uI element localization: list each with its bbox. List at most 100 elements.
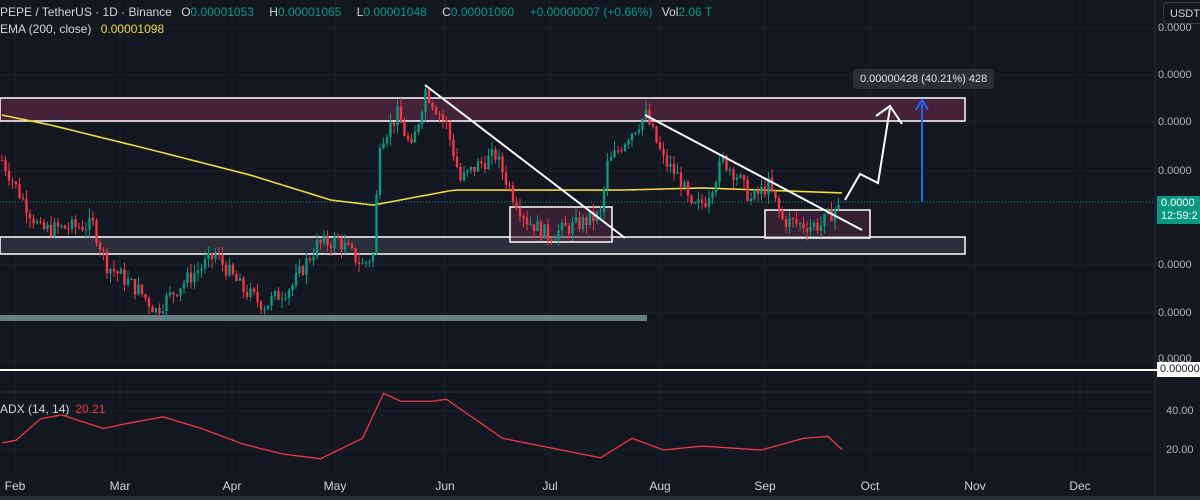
candle-body bbox=[172, 292, 175, 295]
candle-body bbox=[725, 155, 728, 171]
candle-body bbox=[592, 211, 595, 222]
candle-body bbox=[277, 290, 280, 300]
candle-body bbox=[704, 203, 707, 207]
projection-arrowhead-icon bbox=[875, 104, 903, 125]
candle-body bbox=[473, 166, 476, 172]
candle-body bbox=[571, 222, 574, 234]
candle-body bbox=[613, 150, 616, 157]
adx-line bbox=[1, 392, 843, 460]
candle-body bbox=[690, 195, 693, 204]
low-support-bar[interactable] bbox=[0, 315, 647, 321]
candle-body bbox=[4, 160, 7, 172]
candle-body bbox=[126, 279, 130, 285]
candle-body bbox=[193, 273, 196, 283]
candle-body bbox=[518, 208, 522, 216]
candle-body bbox=[245, 291, 249, 298]
candle-body bbox=[109, 268, 112, 274]
candle-body bbox=[28, 213, 32, 219]
bar-countdown: 12:59:2 bbox=[1161, 210, 1198, 222]
candle-body bbox=[354, 247, 357, 263]
candle-body bbox=[781, 210, 784, 219]
candle-body bbox=[651, 124, 655, 127]
candle-body bbox=[42, 222, 46, 229]
candle-body bbox=[403, 122, 406, 136]
candle-body bbox=[336, 236, 340, 239]
ema-200-line bbox=[1, 114, 843, 206]
candle-body bbox=[438, 114, 441, 116]
candle-body bbox=[532, 224, 536, 232]
volume-label: Vol bbox=[661, 5, 679, 19]
candle-body bbox=[368, 261, 371, 263]
candle-body bbox=[823, 213, 826, 226]
candle-body bbox=[700, 199, 704, 204]
candle-body bbox=[634, 132, 637, 134]
candle-body bbox=[462, 172, 466, 181]
candle-body bbox=[665, 155, 669, 167]
candle-body bbox=[161, 311, 165, 314]
candle-body bbox=[728, 169, 732, 171]
candle-body bbox=[46, 224, 49, 229]
candle-body bbox=[291, 285, 294, 291]
candle-body bbox=[732, 169, 735, 180]
ema-label[interactable]: EMA (200, close) bbox=[0, 22, 92, 36]
candle-body bbox=[599, 211, 602, 213]
candle-body bbox=[609, 156, 613, 161]
candle-body bbox=[294, 272, 298, 286]
candle-body bbox=[389, 122, 392, 137]
candle-body bbox=[511, 185, 515, 202]
measure-arrowhead-icon bbox=[915, 98, 929, 111]
candle-body bbox=[399, 106, 403, 123]
price-tick: 0.0000 bbox=[1158, 116, 1192, 128]
candle-body bbox=[116, 271, 119, 274]
time-tick-oct: Oct bbox=[860, 479, 880, 493]
candle-body bbox=[98, 243, 102, 250]
volume-value: 2.06 T bbox=[678, 5, 713, 19]
candle-body bbox=[382, 143, 385, 149]
candle-body bbox=[312, 256, 315, 261]
candle-body bbox=[74, 219, 77, 227]
candle-body bbox=[494, 149, 497, 160]
candle-body bbox=[242, 278, 245, 292]
candle-body bbox=[662, 148, 665, 156]
candle-body bbox=[602, 189, 606, 212]
candle-body bbox=[21, 197, 25, 200]
candle-body bbox=[305, 258, 308, 275]
candle-body bbox=[448, 122, 452, 140]
candle-body bbox=[189, 272, 193, 283]
current-price-label: 0.0000 12:59:2 bbox=[1157, 196, 1200, 224]
candle-body bbox=[721, 155, 725, 162]
candle-body bbox=[501, 156, 504, 173]
candle-body bbox=[508, 184, 511, 186]
candle-body bbox=[301, 266, 305, 275]
candle-body bbox=[550, 239, 553, 241]
candle-body bbox=[63, 225, 67, 229]
candle-body bbox=[7, 171, 11, 181]
adx-label[interactable]: ADX (14, 14) bbox=[0, 402, 70, 416]
resistance-zone[interactable] bbox=[0, 97, 966, 122]
symbol-title[interactable]: PEPE / TetherUS · 1D · Binance bbox=[0, 5, 172, 19]
currency-button[interactable]: USDT bbox=[1163, 2, 1200, 24]
candle-body bbox=[207, 252, 210, 260]
candle-body bbox=[77, 226, 81, 228]
candle-body bbox=[606, 160, 609, 190]
candle-body bbox=[837, 205, 840, 210]
candle-body bbox=[669, 163, 672, 167]
time-tick-mar: Mar bbox=[109, 479, 131, 493]
candle-body bbox=[371, 253, 375, 262]
candle-body bbox=[567, 226, 571, 234]
measure-label: 0.00000428 (40.21%) 428 bbox=[853, 69, 995, 89]
candle-body bbox=[119, 269, 123, 274]
support-zone[interactable] bbox=[0, 236, 966, 255]
candle-body bbox=[487, 155, 490, 170]
projection-arrow[interactable] bbox=[844, 107, 891, 201]
candle-body bbox=[816, 223, 819, 231]
trendline-1[interactable] bbox=[424, 84, 626, 239]
candle-body bbox=[718, 161, 721, 183]
candle-body bbox=[445, 119, 448, 123]
candle-body bbox=[196, 270, 200, 274]
candle-body bbox=[469, 166, 473, 171]
trendline-2[interactable] bbox=[644, 114, 863, 231]
candle-body bbox=[95, 220, 98, 244]
adx-tick: 40.00 bbox=[1166, 405, 1194, 417]
